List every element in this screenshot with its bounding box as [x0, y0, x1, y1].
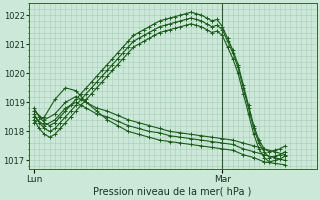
X-axis label: Pression niveau de la mer( hPa ): Pression niveau de la mer( hPa )	[93, 187, 252, 197]
